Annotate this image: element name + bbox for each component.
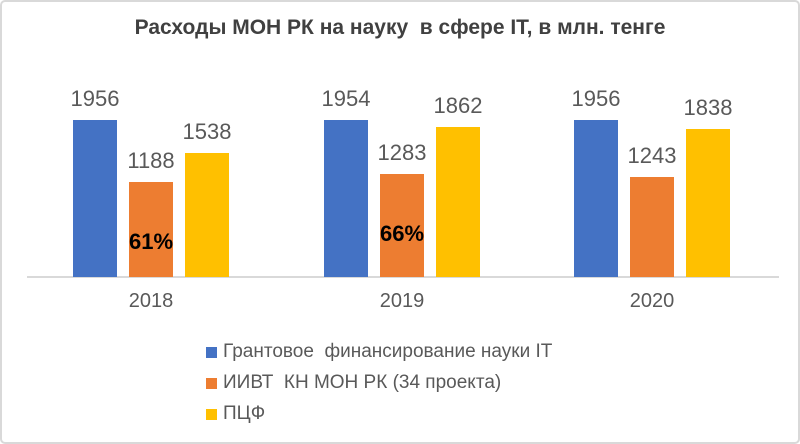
bar [185, 153, 229, 277]
bar-percent-label: 66% [379, 221, 425, 246]
chart-title: Расходы МОН РК на науку в сфере IT, в мл… [134, 16, 666, 39]
bar-value-label: 1956 [571, 86, 621, 111]
legend-swatch [206, 408, 217, 420]
x-axis-label: 2019 [379, 290, 425, 312]
bar [630, 177, 674, 277]
x-axis-label: 2020 [629, 290, 675, 312]
legend-item-2: ПЦФ [206, 402, 552, 426]
bar-value-label: 1188 [127, 148, 175, 173]
legend-swatch [206, 377, 217, 389]
bar [686, 129, 730, 277]
bar [380, 174, 424, 277]
bar-value-label: 1283 [377, 140, 427, 165]
legend-label: Грантовое финансирование науки IT [223, 341, 553, 362]
bar-value-label: 1862 [433, 93, 483, 118]
x-axis-line [27, 276, 779, 278]
bar-value-label: 1956 [70, 86, 120, 111]
bar-percent-label: 61% [128, 229, 174, 254]
legend-label: ИИВТ КН МОН РК (34 проекта) [223, 372, 502, 393]
legend-label: ПЦФ [223, 403, 266, 424]
bar [73, 120, 117, 277]
bar [129, 182, 173, 277]
bar-value-label: 1954 [321, 86, 371, 111]
legend-item-0: Грантовое финансирование науки IT [206, 340, 552, 364]
bar-value-label: 1538 [182, 119, 232, 144]
legend-swatch [206, 346, 217, 358]
legend-item-1: ИИВТ КН МОН РК (34 проекта) [206, 371, 552, 395]
bar [574, 120, 618, 277]
bar [436, 127, 480, 277]
bar [324, 120, 368, 277]
x-axis-label: 2018 [128, 290, 174, 312]
bar-value-label: 1838 [683, 95, 733, 120]
bar-value-label: 1243 [627, 143, 677, 168]
legend: Грантовое финансирование науки IT ИИВТ КН… [206, 340, 552, 426]
